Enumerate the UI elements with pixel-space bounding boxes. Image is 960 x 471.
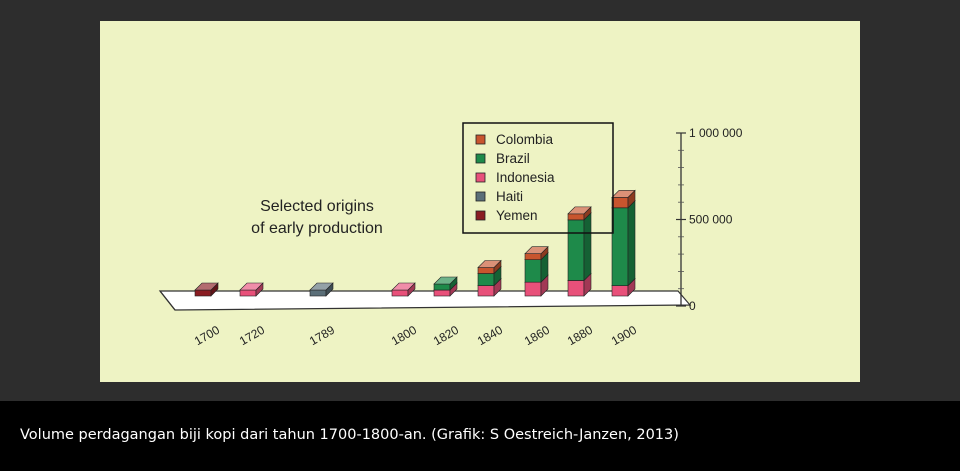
x-category-label: 1860 [522,323,552,349]
annotation-line-2: of early production [251,220,383,237]
annotation-line-1: Selected origins [260,198,374,215]
caption: Volume perdagangan biji kopi dari tahun … [20,427,679,443]
legend-label: Colombia [496,132,554,147]
axis-layer [158,132,692,311]
bar-indonesia-1800 [391,282,416,297]
labels-layer: 0 500 000 1 000 000 1700 1720 1789 1800 1820 184… [192,126,743,348]
bar-colombia-1860 [524,245,549,261]
x-category-label: 1880 [565,323,595,349]
y-tick-label: 0 [689,299,696,313]
bars-layer [194,189,636,297]
legend-swatch [475,210,486,221]
bar-brazil-1900 [611,200,636,287]
caption-bar: Volume perdagangan biji kopi dari tahun … [0,401,960,471]
bar-brazil-1860 [524,251,549,283]
legend-label: Indonesia [496,170,555,185]
legend-label: Yemen [496,208,538,223]
legend-swatch [475,191,486,202]
legend-swatch [475,172,486,183]
legend-swatch [475,134,486,145]
bar-indonesia-1720 [239,282,264,297]
x-category-label: 1720 [237,323,267,349]
y-tick-label: 1 000 000 [689,126,743,140]
bar-colombia-1900 [611,189,636,209]
bar-colombia-1880 [567,206,592,221]
bar-colombia-1840 [477,259,502,275]
floor-plane [158,290,692,311]
bar-yemen-1700 [194,282,219,297]
y-tick-label: 500 000 [689,213,733,227]
bar-brazil-1820 [433,276,458,291]
coffee-production-chart: 0 500 000 1 000 000 1700 1720 1789 1800 1820 184… [158,122,743,348]
legend-frame [462,122,614,234]
x-category-label: 1840 [475,323,505,349]
x-category-label: 1700 [192,323,222,349]
legend-label: Haiti [496,189,523,204]
legend: Colombia Brazil Indonesia Haiti Yemen [462,122,614,234]
bar-haiti-1789 [309,282,334,297]
x-category-label: 1820 [431,323,461,349]
bar-brazil-1880 [567,212,592,282]
x-category-label: 1789 [307,323,337,349]
x-category-label: 1800 [389,323,419,349]
floor-edge [159,290,176,311]
chart-figure: 0 500 000 1 000 000 1700 1720 1789 1800 1820 184… [100,21,860,382]
legend-swatch [475,153,486,164]
x-category-label: 1900 [609,323,639,349]
legend-label: Brazil [496,151,530,166]
